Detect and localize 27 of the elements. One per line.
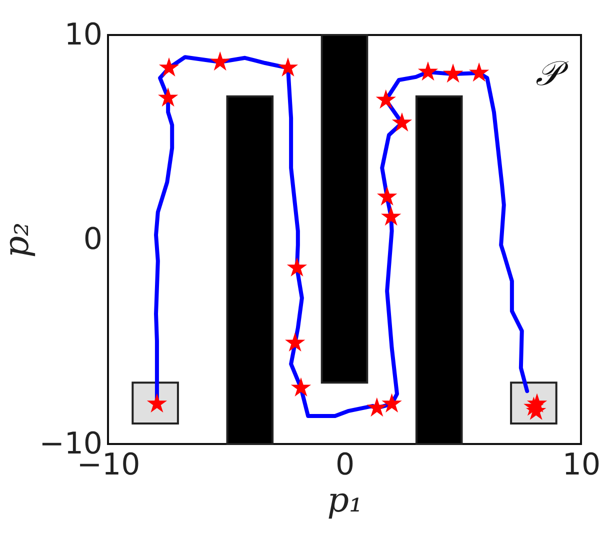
x-tick-label: 10 [562,448,601,482]
point [210,51,230,71]
point [392,112,412,132]
y-axis-title: p₂ [0,222,38,258]
point [278,57,298,77]
point [284,332,306,352]
point [158,87,178,107]
point [366,397,387,417]
point [418,61,438,81]
point [382,393,402,412]
point [158,57,180,77]
point [381,206,402,226]
y-tick-label: 10 [64,18,102,52]
point [468,62,490,82]
bar [226,95,274,445]
point [442,63,464,83]
x-tick-label: 0 [335,448,355,482]
y-tick-label: 0 [83,222,102,257]
bar [132,382,179,425]
point [290,377,312,397]
bar [320,34,368,384]
point [286,257,308,277]
point [376,89,396,109]
annotation: 𝒫 [536,54,570,94]
bar [415,95,463,445]
point [376,186,398,206]
x-axis-title: p₁ [327,480,363,520]
